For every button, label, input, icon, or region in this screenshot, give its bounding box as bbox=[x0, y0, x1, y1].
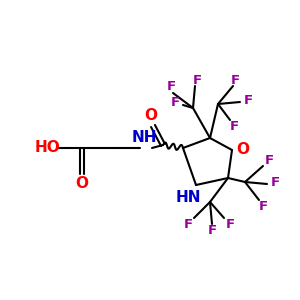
Text: F: F bbox=[243, 94, 253, 106]
Text: F: F bbox=[225, 218, 235, 230]
Text: F: F bbox=[264, 154, 274, 166]
Text: F: F bbox=[170, 97, 180, 110]
Text: O: O bbox=[236, 142, 250, 157]
Text: F: F bbox=[230, 74, 240, 86]
Text: F: F bbox=[207, 224, 217, 238]
Text: F: F bbox=[167, 80, 176, 94]
Text: O: O bbox=[145, 109, 158, 124]
Text: F: F bbox=[183, 218, 193, 230]
Text: F: F bbox=[230, 119, 238, 133]
Text: HO: HO bbox=[35, 140, 61, 155]
Text: O: O bbox=[76, 176, 88, 191]
Text: F: F bbox=[192, 74, 202, 86]
Text: HN: HN bbox=[175, 190, 201, 205]
Text: F: F bbox=[258, 200, 268, 212]
Text: NH: NH bbox=[131, 130, 157, 145]
Text: F: F bbox=[270, 176, 280, 188]
